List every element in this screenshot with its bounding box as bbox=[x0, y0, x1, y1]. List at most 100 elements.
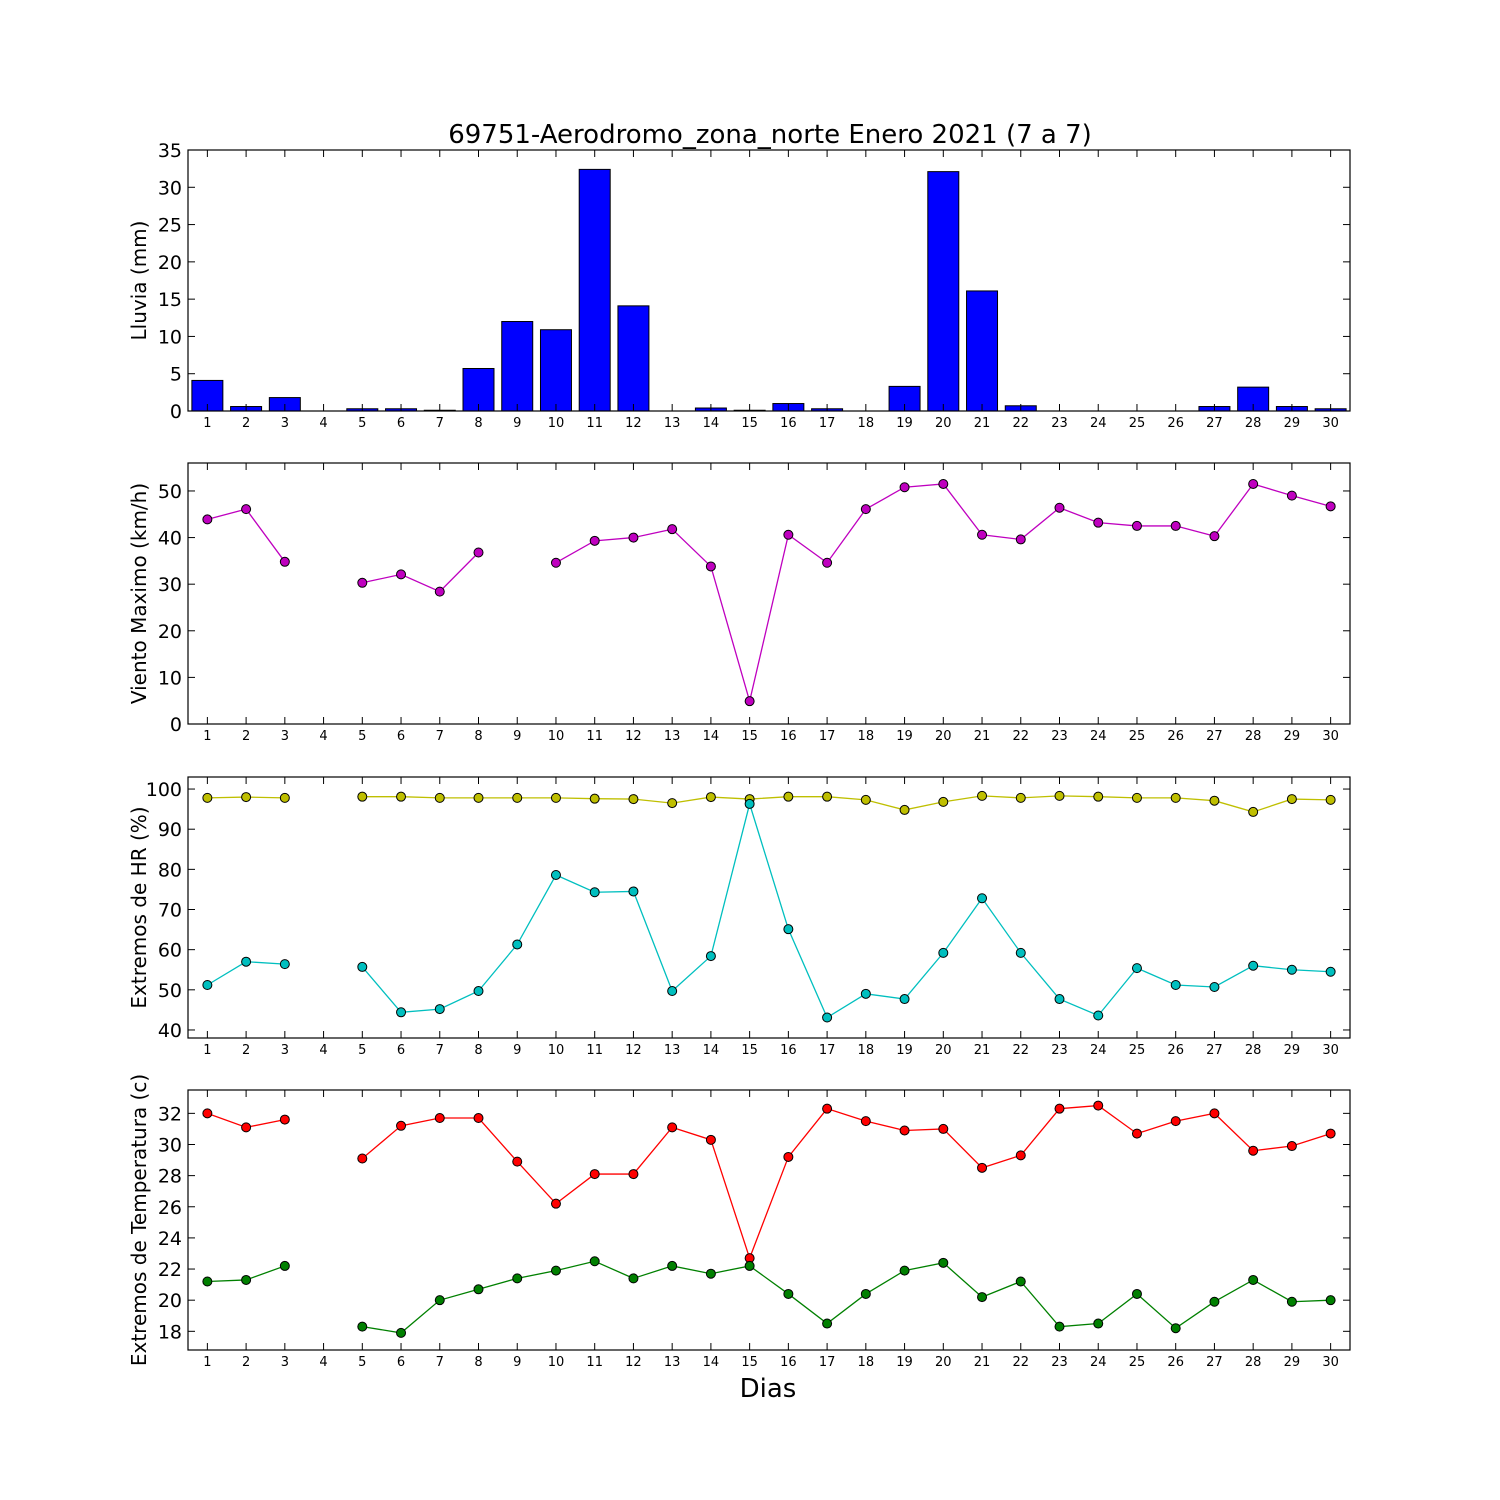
bar bbox=[927, 171, 960, 412]
y-axis-label: Lluvia (mm) bbox=[127, 221, 151, 341]
data-point bbox=[667, 1122, 678, 1133]
data-point bbox=[241, 1122, 252, 1133]
data-point bbox=[705, 1268, 716, 1279]
data-point bbox=[512, 1156, 523, 1167]
data-point bbox=[279, 556, 290, 567]
x-tick-label: 26 bbox=[1167, 416, 1184, 431]
y-tick-label: 30 bbox=[158, 177, 182, 199]
x-tick-label: 26 bbox=[1167, 1355, 1184, 1370]
data-point bbox=[744, 798, 755, 809]
x-tick-label: 1 bbox=[203, 1043, 211, 1058]
x-tick-label: 12 bbox=[625, 1043, 642, 1058]
data-point bbox=[279, 1114, 290, 1125]
x-tick-label: 19 bbox=[896, 1043, 913, 1058]
data-point bbox=[512, 939, 523, 950]
data-point bbox=[667, 1260, 678, 1271]
x-tick-label: 30 bbox=[1322, 1355, 1339, 1370]
x-tick-label: 10 bbox=[548, 1043, 565, 1058]
data-point bbox=[473, 986, 484, 997]
series-1 bbox=[202, 1100, 1336, 1264]
x-tick-label: 17 bbox=[819, 1355, 836, 1370]
data-point bbox=[938, 478, 949, 489]
series-2 bbox=[202, 1256, 1336, 1338]
y-axis-label: Extremos de Temperatura (c) bbox=[127, 1074, 151, 1366]
data-point bbox=[473, 1113, 484, 1124]
data-point bbox=[899, 804, 910, 815]
x-tick-label: 4 bbox=[319, 416, 327, 431]
x-tick-label: 3 bbox=[281, 729, 289, 744]
x-tick-label: 21 bbox=[974, 1355, 991, 1370]
y-tick-label: 28 bbox=[158, 1166, 182, 1188]
data-point bbox=[1093, 1010, 1104, 1021]
data-point bbox=[434, 1295, 445, 1306]
y-tick-label: 10 bbox=[158, 667, 182, 689]
x-tick-label: 10 bbox=[548, 1355, 565, 1370]
x-tick-label: 18 bbox=[858, 1043, 875, 1058]
data-point bbox=[202, 1276, 213, 1287]
x-tick-label: 23 bbox=[1051, 416, 1068, 431]
data-point bbox=[1286, 964, 1297, 975]
x-tick-label: 10 bbox=[548, 416, 565, 431]
data-point bbox=[1131, 1288, 1142, 1299]
data-point bbox=[1325, 501, 1336, 512]
x-tick-label: 15 bbox=[741, 729, 758, 744]
x-tick-label: 7 bbox=[436, 1355, 444, 1370]
x-tick-label: 15 bbox=[741, 416, 758, 431]
plot-frame bbox=[187, 149, 1351, 412]
x-tick-label: 28 bbox=[1245, 416, 1262, 431]
plot-frame bbox=[187, 776, 1351, 1039]
data-point bbox=[938, 947, 949, 958]
data-point bbox=[589, 793, 600, 804]
y-tick-label: 26 bbox=[158, 1197, 182, 1219]
bar bbox=[966, 290, 999, 412]
y-tick-label: 25 bbox=[158, 215, 182, 237]
data-point bbox=[550, 792, 561, 803]
data-point bbox=[1209, 982, 1220, 993]
x-tick-label: 22 bbox=[1012, 1043, 1029, 1058]
x-tick-label: 18 bbox=[858, 1355, 875, 1370]
x-tick-label: 14 bbox=[703, 1043, 720, 1058]
x-tick-label: 1 bbox=[203, 416, 211, 431]
x-tick-label: 12 bbox=[625, 1355, 642, 1370]
data-point bbox=[1209, 531, 1220, 542]
data-point bbox=[202, 979, 213, 990]
data-point bbox=[279, 959, 290, 970]
data-point bbox=[705, 951, 716, 962]
y-tick-label: 50 bbox=[158, 481, 182, 503]
x-tick-label: 10 bbox=[548, 729, 565, 744]
x-tick-label: 24 bbox=[1090, 1355, 1107, 1370]
data-point bbox=[550, 1265, 561, 1276]
data-point bbox=[1170, 1116, 1181, 1127]
data-point bbox=[860, 504, 871, 515]
bar bbox=[578, 168, 611, 412]
x-tick-label: 29 bbox=[1284, 729, 1301, 744]
x-tick-label: 4 bbox=[319, 1355, 327, 1370]
y-tick-label: 0 bbox=[170, 401, 182, 423]
subplot-3: 1 2 3 4 5 6 7 8 9 10 11 12 13 14 15 16 17 18 19 20 21 22 23 24 2… bbox=[127, 776, 1351, 1058]
x-tick-label: 19 bbox=[896, 1355, 913, 1370]
x-tick-label: 16 bbox=[780, 416, 797, 431]
data-point bbox=[202, 792, 213, 803]
data-point bbox=[550, 869, 561, 880]
y-tick-label: 70 bbox=[158, 900, 182, 922]
data-point bbox=[822, 1318, 833, 1329]
data-point bbox=[628, 886, 639, 897]
plot-frame bbox=[187, 462, 1351, 725]
x-tick-label: 18 bbox=[858, 416, 875, 431]
x-tick-label: 14 bbox=[703, 729, 720, 744]
data-point bbox=[1093, 791, 1104, 802]
x-tick-label: 14 bbox=[703, 416, 720, 431]
data-point bbox=[1286, 794, 1297, 805]
data-point bbox=[279, 1260, 290, 1271]
x-tick-label: 27 bbox=[1206, 729, 1223, 744]
data-point bbox=[434, 586, 445, 597]
data-point bbox=[744, 1260, 755, 1271]
data-point bbox=[860, 794, 871, 805]
data-point bbox=[1209, 795, 1220, 806]
x-tick-label: 21 bbox=[974, 729, 991, 744]
data-point bbox=[473, 792, 484, 803]
x-tick-label: 21 bbox=[974, 1043, 991, 1058]
x-tick-label: 13 bbox=[664, 1043, 681, 1058]
data-point bbox=[1248, 478, 1259, 489]
